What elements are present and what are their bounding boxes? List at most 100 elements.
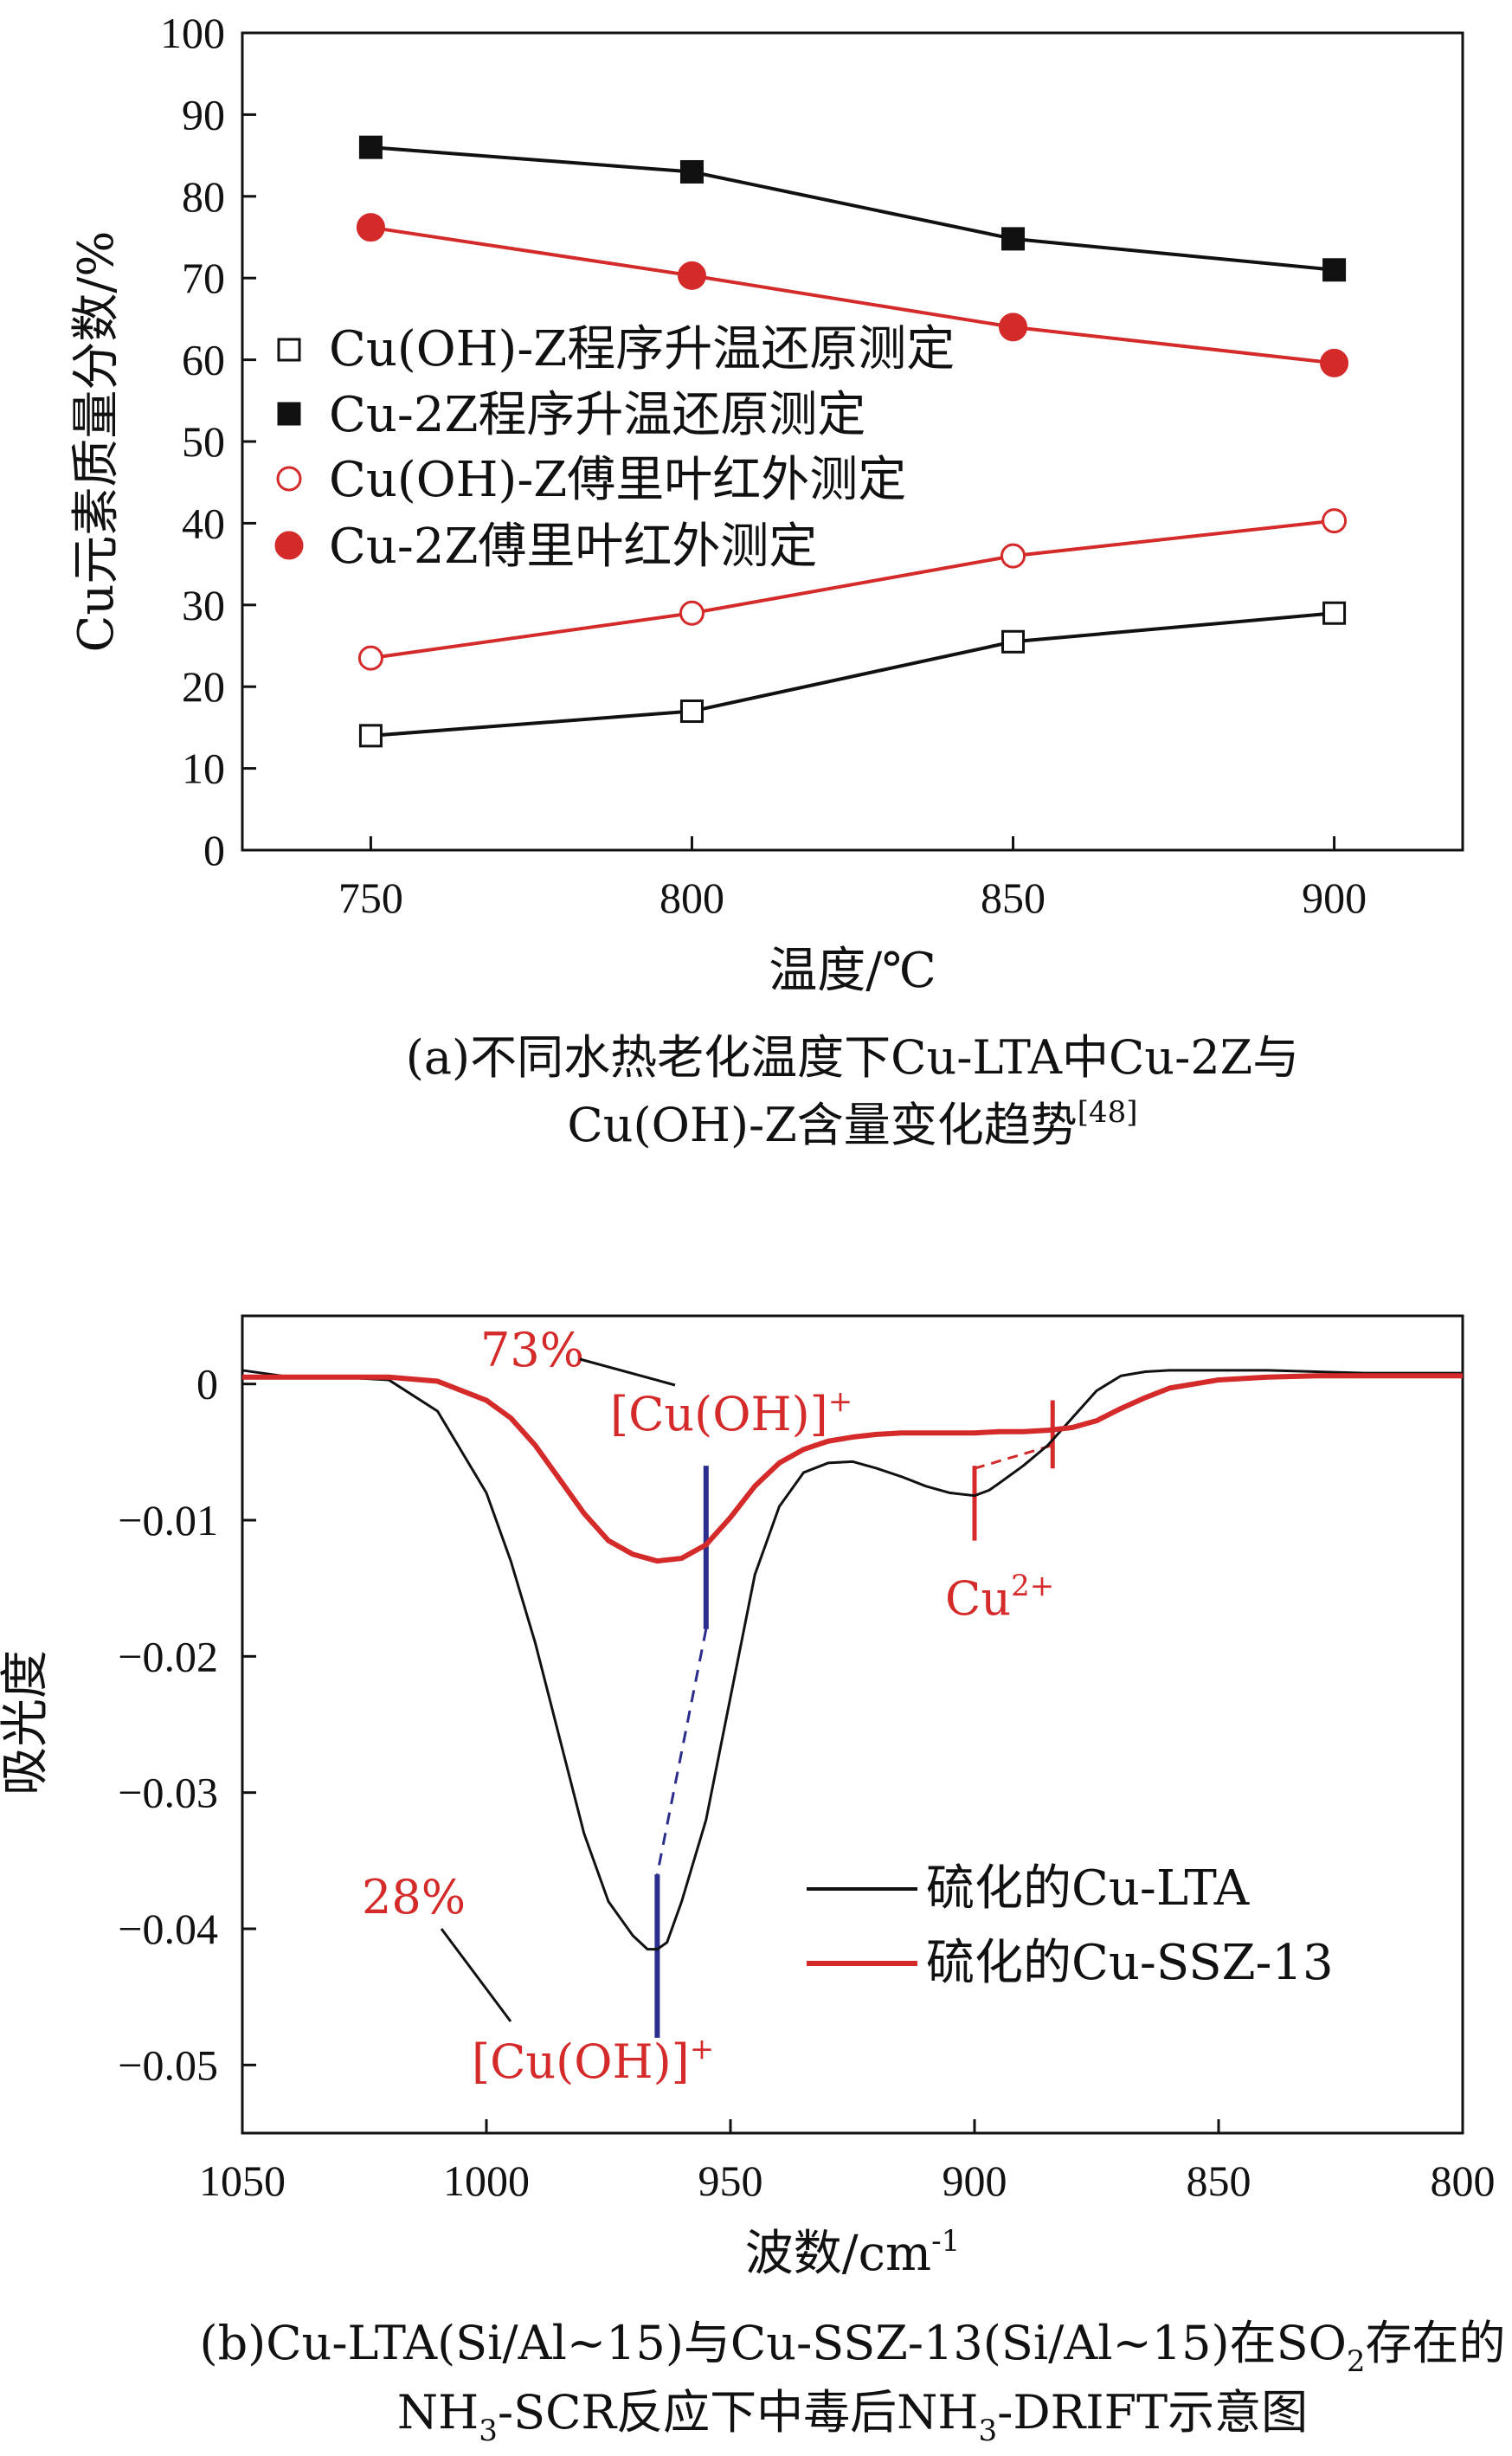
series-line — [242, 1373, 1463, 1564]
chart-b-caption-line2: NH3-SCR反应下中毒后NH3-DRIFT示意图 — [397, 2385, 1308, 2448]
annotation-28-percent: 28% — [362, 1870, 466, 1924]
data-point — [679, 600, 705, 626]
cu2-connector — [974, 1444, 1053, 1470]
data-point — [358, 135, 383, 159]
data-point — [1322, 258, 1347, 282]
y-tick-label: −0.01 — [118, 1496, 218, 1544]
filled-circle-marker-icon — [274, 531, 304, 560]
x-tick-label: 1050 — [199, 2156, 286, 2205]
annotation-73-leader — [579, 1357, 676, 1387]
y-tick-label: −0.02 — [118, 1632, 218, 1680]
annotation-73-percent: 73% — [480, 1323, 584, 1377]
data-point — [1000, 543, 1026, 569]
chart-a-caption-ref: [48] — [1078, 1095, 1138, 1130]
annotation-28-leader — [440, 1928, 512, 2022]
chart-a-caption-text: Cu(OH)-Z含量变化趋势 — [567, 1098, 1077, 1152]
data-point — [356, 213, 385, 242]
chart-b-x-ticks: 1050 1000 950 900 850 800 — [199, 2119, 1496, 2205]
chart-a-y-ticks: 0 10 20 30 40 50 60 70 80 90 100 — [160, 9, 256, 874]
legend-item-cuoh-ftir: Cu(OH)-Z傅里叶红外测定 — [276, 452, 906, 508]
chart-b-caption-line1-end: 存在的 — [1365, 2316, 1505, 2370]
legend-label: Cu-2Z傅里叶红外测定 — [329, 519, 817, 575]
chart-b-series — [241, 1369, 1463, 1951]
open-circle-marker-icon — [276, 466, 302, 492]
legend-label: 硫化的Cu-LTA — [926, 1860, 1250, 1917]
chart-b-caption-line1: (b)Cu-LTA(Si/Al~15)与Cu-SSZ-13(Si/Al~15)在… — [200, 2316, 1506, 2379]
chart-a-x-ticks: 750 800 850 900 — [338, 836, 1367, 922]
chart-a: 0 10 20 30 40 50 60 70 80 90 100 750 800 850 900 Cu元素… — [68, 9, 1464, 1152]
chart-b-caption-line2-sub2: 3 — [978, 2414, 997, 2448]
y-tick-label: 90 — [182, 90, 225, 139]
y-tick-label: 80 — [182, 172, 225, 221]
data-point — [1322, 508, 1348, 534]
annotation-cuoh-upper-main: [Cu(OH)] — [610, 1387, 828, 1441]
data-point — [679, 159, 704, 184]
legend-label: Cu(OH)-Z程序升温还原测定 — [329, 321, 955, 377]
x-tick-label: 850 — [1187, 2156, 1251, 2205]
legend-item-cu2z-ftir: Cu-2Z傅里叶红外测定 — [274, 519, 817, 575]
x-tick-label: 900 — [1302, 873, 1367, 922]
x-tick-label: 950 — [698, 2156, 763, 2205]
legend-item-cuoh-tpr: Cu(OH)-Z程序升温还原测定 — [277, 321, 955, 377]
chart-b-caption-line2-sub1: 3 — [479, 2414, 498, 2448]
series-line — [370, 611, 1335, 738]
peak-connector — [655, 1628, 708, 1875]
chart-a-caption-line2: Cu(OH)-Z含量变化趋势[48] — [567, 1095, 1137, 1152]
y-tick-label: 60 — [182, 336, 225, 384]
legend-label: Cu(OH)-Z傅里叶红外测定 — [329, 452, 906, 508]
chart-b-legend: 硫化的Cu-LTA 硫化的Cu-SSZ-13 — [807, 1860, 1334, 1991]
y-tick-label: −0.04 — [118, 1905, 218, 1953]
y-tick-label: 30 — [182, 581, 225, 629]
legend-label: 硫化的Cu-SSZ-13 — [926, 1935, 1334, 1991]
y-tick-label: −0.03 — [118, 1769, 218, 1817]
y-tick-label: 0 — [196, 1360, 218, 1408]
y-tick-label: −0.05 — [118, 2040, 218, 2089]
y-tick-label: 20 — [182, 662, 225, 711]
filled-square-marker-icon — [277, 402, 301, 426]
legend-item-cu2z-tpr: Cu-2Z程序升温还原测定 — [277, 387, 865, 443]
annotation-cuoh-upper-sup: + — [828, 1384, 853, 1419]
chart-b-caption-line2-c: -DRIFT示意图 — [997, 2385, 1308, 2440]
legend-item-cu-lta: 硫化的Cu-LTA — [807, 1860, 1250, 1917]
x-tick-label: 850 — [981, 873, 1046, 922]
annotation-cuoh-upper: [Cu(OH)]+ — [610, 1384, 853, 1441]
chart-b-y-label: 吸光度 — [0, 1650, 54, 1795]
data-point — [1322, 601, 1347, 625]
x-tick-label: 800 — [659, 873, 724, 922]
open-square-marker-icon — [277, 338, 301, 362]
data-point — [1320, 348, 1349, 377]
chart-b-caption-line2-a: NH — [397, 2385, 479, 2440]
annotation-cuoh-lower-main: [Cu(OH)] — [472, 2034, 690, 2089]
data-point — [999, 313, 1028, 342]
chart-b: 0 −0.01 −0.02 −0.03 −0.04 −0.05 1050 1000 950 90… — [0, 1314, 1506, 2448]
chart-a-caption-line1: (a)不同水热老化温度下Cu-LTA中Cu-2Z与 — [406, 1030, 1299, 1085]
data-point — [1001, 227, 1026, 251]
chart-b-y-ticks: 0 −0.01 −0.02 −0.03 −0.04 −0.05 — [118, 1360, 256, 2089]
legend-label: Cu-2Z程序升温还原测定 — [329, 387, 865, 443]
chart-a-y-label: Cu元素质量分数/% — [68, 231, 125, 653]
series-line — [370, 225, 1335, 365]
series-line — [241, 1369, 1463, 1951]
chart-b-x-label-main: 波数/cm — [745, 2226, 931, 2282]
x-tick-label: 750 — [338, 873, 403, 922]
chart-b-caption-line2-b: -SCR反应下中毒后NH — [498, 2385, 979, 2440]
chart-b-annotations: 73% [Cu(OH)]+ Cu2+ 28% [Cu(OH)]+ — [362, 1323, 1054, 2089]
chart-a-series — [356, 135, 1349, 748]
data-point — [357, 645, 383, 671]
data-point — [358, 724, 383, 748]
annotation-cu2plus: Cu2+ — [945, 1569, 1054, 1626]
y-tick-label: 100 — [160, 9, 225, 57]
data-point — [677, 261, 706, 290]
chart-a-x-label: 温度/℃ — [769, 943, 936, 999]
x-tick-label: 800 — [1431, 2156, 1496, 2205]
chart-b-frame — [241, 1314, 1464, 2135]
x-tick-label: 900 — [943, 2156, 1007, 2205]
legend-item-cu-ssz13: 硫化的Cu-SSZ-13 — [807, 1935, 1334, 1991]
series-line — [370, 519, 1335, 661]
y-tick-label: 10 — [182, 745, 225, 793]
annotation-cu2plus-sup: 2+ — [1011, 1569, 1054, 1603]
chart-a-legend: Cu(OH)-Z程序升温还原测定 Cu-2Z程序升温还原测定 Cu(OH)-Z傅… — [274, 321, 955, 575]
data-point — [1001, 629, 1026, 654]
y-tick-label: 50 — [182, 417, 225, 466]
